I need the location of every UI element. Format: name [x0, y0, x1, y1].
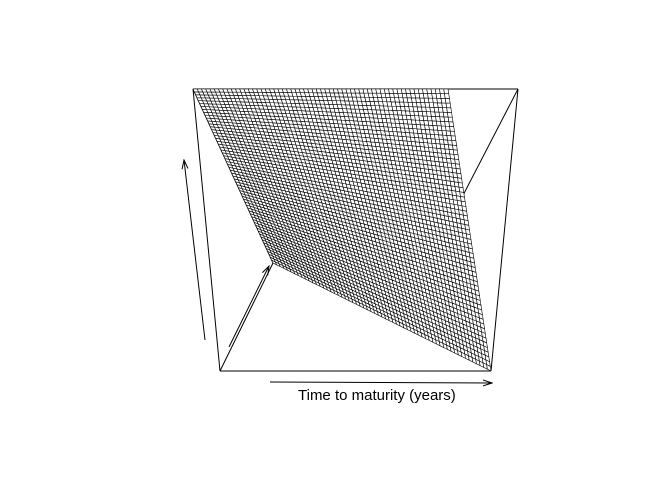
y-axis-arrow — [228, 266, 269, 348]
surface-facet — [453, 154, 460, 160]
z-axis-arrow — [184, 160, 206, 341]
surface-facet — [447, 112, 453, 118]
surface-facet — [443, 88, 450, 94]
surface-facet — [444, 98, 451, 104]
surface-facet — [449, 126, 455, 132]
surface-facet — [448, 121, 455, 127]
surface-facet — [449, 130, 456, 137]
axis-arrows — [184, 160, 492, 383]
x-axis-arrow — [269, 382, 492, 383]
surface-facet — [454, 158, 460, 165]
surface-facet — [452, 144, 458, 151]
surface-mesh — [192, 88, 492, 372]
surface-facet — [444, 93, 450, 99]
box-edge-floor-left — [219, 262, 274, 372]
surface-facet — [451, 140, 457, 146]
box-edge-left — [192, 88, 221, 372]
surface-facet — [450, 135, 457, 141]
x-axis-title: Time to maturity (years) — [298, 387, 456, 404]
surface-facet — [445, 102, 452, 109]
surface-facet — [452, 149, 459, 156]
surface-facet — [446, 107, 452, 113]
box-edge-right — [490, 88, 519, 372]
surface-facet — [447, 116, 454, 123]
